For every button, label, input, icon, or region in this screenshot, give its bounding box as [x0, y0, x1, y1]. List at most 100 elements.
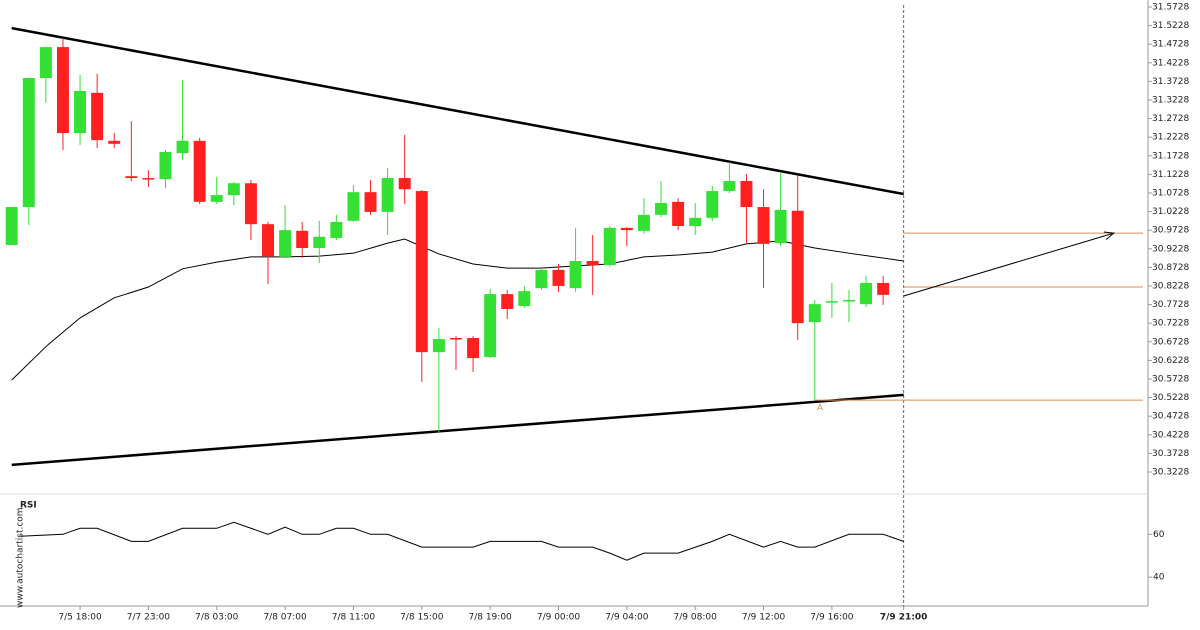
y-tick-label: 30.6728	[1152, 337, 1189, 347]
y-tick-label: 31.3728	[1152, 77, 1189, 87]
y-tick-label: 31.2728	[1152, 114, 1189, 124]
arrow-head	[1103, 231, 1116, 240]
x-tick-label: 7/9 04:00	[605, 613, 649, 623]
y-tick-label: 31.5228	[1152, 21, 1189, 31]
y-tick-label: 31.4228	[1152, 58, 1189, 68]
annotation: A	[817, 404, 824, 414]
y-tick-label: 40	[1153, 573, 1165, 583]
candle-body	[296, 230, 309, 248]
x-tick-label: 7/7 23:00	[127, 613, 171, 623]
trendline	[11, 393, 904, 467]
x-tick-label: 7/8 15:00	[400, 613, 444, 623]
y-tick-label: 30.4728	[1152, 412, 1189, 422]
candle-body	[620, 227, 633, 231]
y-tick-label: 30.5728	[1152, 374, 1189, 384]
rsi-line	[20, 521, 904, 561]
candle-body	[381, 178, 394, 212]
candle-body	[518, 291, 531, 307]
candle-body	[672, 201, 685, 227]
candle-body	[842, 300, 855, 302]
y-tick-label: 31.1728	[1152, 151, 1189, 161]
y-tick-label: 60	[1153, 530, 1165, 540]
candle-body	[262, 224, 274, 257]
candle-body	[108, 140, 121, 144]
candle-body	[603, 227, 616, 266]
candle-body	[689, 217, 702, 227]
y-tick-label: 31.3228	[1152, 95, 1189, 105]
y-tick-label: 30.6228	[1152, 356, 1189, 366]
candle-body	[552, 269, 565, 286]
candle-body	[467, 338, 480, 359]
candle-body	[313, 236, 326, 248]
y-tick-label: 30.7728	[1152, 300, 1189, 310]
candle-body	[415, 191, 428, 353]
x-tick-label: 7/9 08:00	[674, 613, 718, 623]
x-tick-label: 7/8 07:00	[263, 613, 307, 623]
y-tick-label: 31.4728	[1152, 40, 1189, 50]
candle-body	[56, 47, 69, 134]
candle-body	[706, 191, 719, 218]
candle-body	[825, 301, 838, 303]
candle-body	[449, 338, 462, 340]
candle-body	[791, 210, 804, 324]
x-tick-label: 7/9 00:00	[537, 613, 581, 623]
candle-body	[279, 230, 292, 257]
candle-body	[210, 195, 223, 202]
candle-body	[74, 90, 87, 134]
candle-body	[142, 178, 155, 180]
x-tick-label: 7/9 21:00	[880, 613, 928, 623]
y-tick-label: 31.1228	[1152, 170, 1189, 180]
x-tick-label: 7/8 19:00	[468, 613, 512, 623]
candle-body	[877, 282, 890, 295]
candle-body	[39, 47, 52, 78]
candle-body	[757, 207, 770, 244]
x-tick-label: 7/5 18:00	[58, 613, 102, 623]
x-tick-label: 7/9 12:00	[742, 613, 786, 623]
candle-body	[586, 260, 599, 266]
candle-body	[347, 192, 360, 221]
moving-average	[11, 238, 904, 381]
candle-body	[723, 181, 736, 192]
candle-body	[774, 210, 787, 244]
candle-body	[227, 183, 240, 196]
x-tick-label: 7/8 03:00	[195, 613, 239, 623]
y-tick-label: 30.8228	[1152, 281, 1189, 291]
candle-body	[501, 294, 514, 309]
y-tick-label: 30.4228	[1152, 430, 1189, 440]
y-tick-label: 31.5728	[1152, 2, 1189, 12]
candle-body	[484, 294, 497, 357]
candle-body	[22, 77, 35, 208]
panel-title: RSI	[20, 501, 37, 511]
candle-body	[535, 269, 548, 289]
candle-body	[655, 202, 667, 215]
candle-body	[740, 181, 753, 208]
candle-body	[860, 282, 873, 305]
y-tick-label: 30.9728	[1152, 226, 1189, 236]
forecast-arrow	[903, 232, 1114, 297]
candle-body	[330, 221, 343, 238]
candle-body	[244, 183, 257, 225]
candle-body	[193, 140, 206, 202]
candle-body	[637, 214, 650, 231]
y-tick-label: 30.3728	[1152, 449, 1189, 459]
watermark: www.autochartist.com	[16, 507, 26, 608]
candle-body	[5, 207, 18, 245]
x-tick-label: 7/8 11:00	[332, 613, 376, 623]
y-tick-label: 31.0228	[1152, 207, 1189, 217]
candle-body	[364, 192, 377, 212]
candle-body	[569, 260, 582, 289]
candle-body	[398, 178, 411, 190]
candle-body	[159, 151, 172, 180]
y-tick-label: 31.0728	[1152, 188, 1189, 198]
y-tick-label: 31.2228	[1152, 133, 1189, 143]
y-tick-label: 30.5228	[1152, 393, 1189, 403]
y-tick-label: 30.3228	[1152, 467, 1189, 477]
candle-body	[432, 339, 445, 353]
candle-body	[91, 92, 104, 141]
y-tick-label: 30.7228	[1152, 319, 1189, 329]
x-tick-label: 7/9 16:00	[810, 613, 854, 623]
y-tick-label: 30.8728	[1152, 263, 1189, 273]
candle-body	[808, 304, 821, 323]
y-tick-label: 30.9228	[1152, 244, 1189, 254]
